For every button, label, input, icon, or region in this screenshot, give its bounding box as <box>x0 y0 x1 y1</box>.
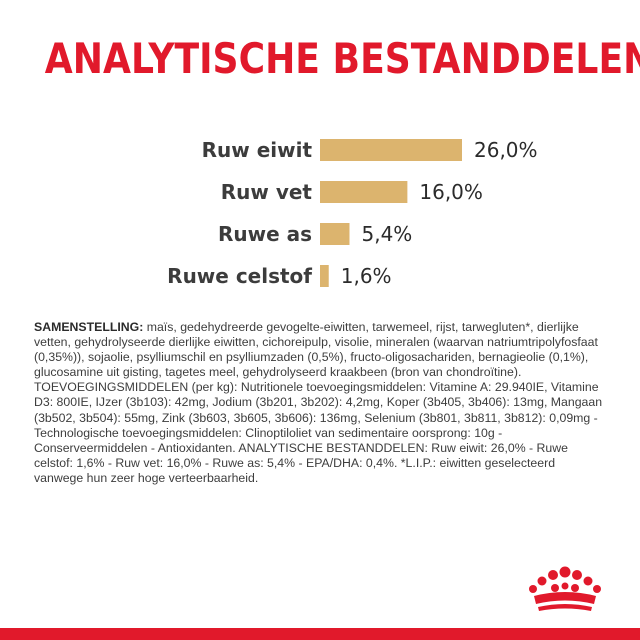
nutrient-bar-chart: Ruw eiwit 26,0% Ruw vet 16,0% Ruwe as 5,4% Ruw… <box>167 138 538 288</box>
category-label: Ruw vet <box>221 180 313 204</box>
bottom-bar <box>0 628 640 640</box>
bar <box>320 223 350 245</box>
bar <box>320 139 462 161</box>
category-label: Ruwe as <box>218 222 312 246</box>
bar <box>320 181 408 203</box>
value-label: 5,4% <box>361 222 412 246</box>
value-label: 16,0% <box>419 180 483 204</box>
composition-heading: SAMENSTELLING: <box>34 320 144 334</box>
value-label: 26,0% <box>474 138 538 162</box>
bar <box>320 265 329 287</box>
category-label: Ruw eiwit <box>202 138 313 162</box>
crown-icon <box>529 566 601 611</box>
composition-text: SAMENSTELLING: maïs, gedehydreerde gevog… <box>34 320 606 486</box>
page-title: ANALYTISCHE BESTANDDELEN <box>44 34 640 83</box>
composition-body: maïs, gedehydreerde gevogelte-eiwitten, … <box>34 320 603 485</box>
category-label: Ruwe celstof <box>167 264 312 288</box>
value-label: 1,6% <box>341 264 392 288</box>
